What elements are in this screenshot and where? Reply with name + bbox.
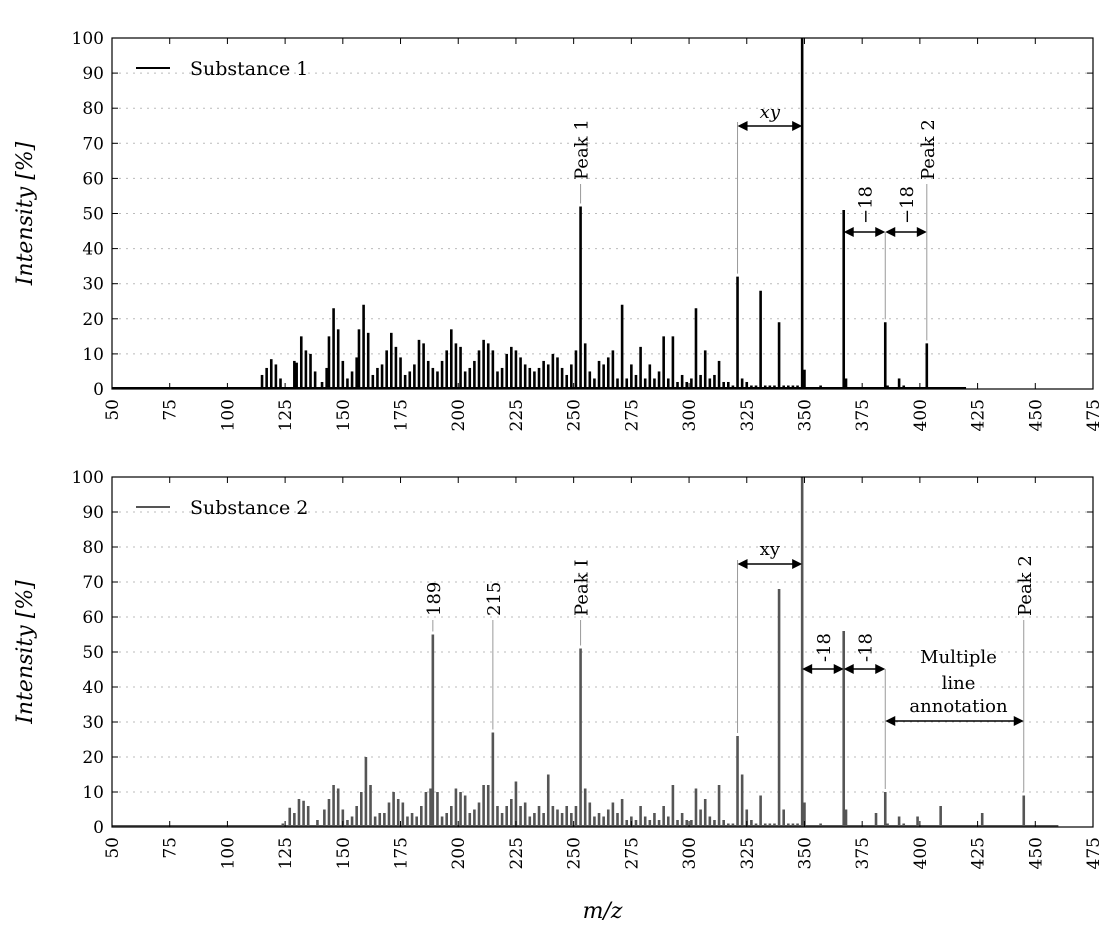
bottom-ticks: 0 10 20 30 40 50 60 70 80 90 100 50 75 100 125 150 175 20… xyxy=(72,468,1104,869)
bottom-x-tick-label: 475 xyxy=(1084,837,1104,869)
bottom-x-tick-label: 350 xyxy=(795,837,815,869)
top-x-tick-label: 150 xyxy=(334,399,354,431)
bottom-x-tick-label: 450 xyxy=(1026,837,1046,869)
top-x-tick-label: 200 xyxy=(449,399,469,431)
bottom-y-tick-label: 10 xyxy=(82,783,104,803)
peak-189-label: 189 xyxy=(424,582,445,616)
minus18-label: −18 xyxy=(855,186,876,224)
minus18-arrow xyxy=(843,664,886,674)
bottom-legend: Substance 2 xyxy=(136,497,308,519)
bottom-x-tick-label: 325 xyxy=(738,837,758,869)
top-legend-label: Substance 1 xyxy=(190,58,308,80)
bottom-x-tick-label: 75 xyxy=(161,837,181,859)
bottom-x-tick-label: 300 xyxy=(680,837,700,869)
multiline-annotation-line: annotation xyxy=(909,696,1008,717)
top-x-tick-label: 50 xyxy=(103,399,123,421)
minus18-label: -18 xyxy=(814,633,835,662)
bottom-x-tick-label: 375 xyxy=(853,837,873,869)
bottom-x-tick-label: 125 xyxy=(276,837,296,869)
bottom-x-tick-label: 400 xyxy=(911,837,931,869)
top-y-tick-label: 0 xyxy=(93,380,104,400)
minus18-label: -18 xyxy=(855,633,876,662)
bottom-annotations: 189 215 Peak I Peak 2 xy -18 -18 Multiple linean… xyxy=(424,539,1036,793)
top-x-tick-label: 325 xyxy=(738,399,758,431)
bottom-grid xyxy=(112,476,1093,793)
bottom-x-tick-label: 150 xyxy=(334,837,354,869)
bottom-y-axis-label: Intensity [%] xyxy=(13,580,38,725)
bottom-y-tick-label: 0 xyxy=(93,818,104,838)
xy-arrow xyxy=(737,121,803,131)
top-x-tick-label: 400 xyxy=(911,399,931,431)
peak-215-label: 215 xyxy=(484,582,505,616)
top-grid xyxy=(112,37,1093,355)
bottom-x-tick-label: 100 xyxy=(218,837,238,869)
top-x-tick-label: 475 xyxy=(1084,399,1104,431)
bottom-y-tick-label: 40 xyxy=(82,678,104,698)
bottom-x-tick-label: 200 xyxy=(449,837,469,869)
bottom-y-tick-label: 60 xyxy=(82,608,104,628)
top-y-tick-label: 20 xyxy=(82,310,104,330)
bottom-x-tick-label: 425 xyxy=(969,837,989,869)
bottom-x-tick-label: 275 xyxy=(622,837,642,869)
top-x-tick-label: 250 xyxy=(565,399,585,431)
bottom-bars xyxy=(112,477,1059,827)
minus18-arrow xyxy=(802,664,844,674)
bottom-y-tick-label: 70 xyxy=(82,573,104,593)
top-y-tick-label: 30 xyxy=(82,275,104,295)
bottom-x-tick-label: 50 xyxy=(103,837,123,859)
peak-i-label: Peak I xyxy=(572,560,593,616)
top-x-tick-label: 450 xyxy=(1026,399,1046,431)
bottom-y-tick-label: 100 xyxy=(72,468,104,488)
minus18-arrow xyxy=(885,227,927,237)
top-y-tick-label: 80 xyxy=(82,99,104,119)
multiline-annotation-line: Multiple xyxy=(920,647,997,668)
minus18-arrow xyxy=(843,227,886,237)
top-y-tick-label: 40 xyxy=(82,240,104,260)
top-y-tick-label: 60 xyxy=(82,169,104,189)
top-y-tick-label: 10 xyxy=(82,345,104,365)
top-x-tick-label: 125 xyxy=(276,399,296,431)
multiline-annotation-line: line xyxy=(942,673,976,694)
top-x-tick-label: 275 xyxy=(622,399,642,431)
top-x-tick-label: 300 xyxy=(680,399,700,431)
top-ticks: 0 10 20 30 40 50 60 70 80 90 100 50 75 100 125 150 175 20… xyxy=(72,29,1104,431)
bottom-x-axis-label: m/z xyxy=(583,899,623,924)
top-x-tick-label: 100 xyxy=(218,399,238,431)
top-x-tick-label: 175 xyxy=(392,399,412,431)
top-y-tick-label: 50 xyxy=(82,205,104,225)
peak2-label: Peak 2 xyxy=(918,119,939,180)
bottom-x-tick-label: 250 xyxy=(565,837,585,869)
top-y-axis-label: Intensity [%] xyxy=(13,141,38,286)
xy-label: xy xyxy=(760,539,781,560)
bottom-x-tick-label: 175 xyxy=(392,837,412,869)
peak1-label: Peak 1 xyxy=(572,119,593,180)
top-y-tick-label: 70 xyxy=(82,134,104,154)
bottom-panel: 189 215 Peak I Peak 2 xy -18 -18 Multiple linean… xyxy=(13,468,1104,924)
top-y-tick-label: 100 xyxy=(72,29,104,49)
top-x-tick-label: 425 xyxy=(969,399,989,431)
multiline-arrow xyxy=(885,716,1024,726)
top-x-tick-label: 375 xyxy=(853,399,873,431)
bottom-y-tick-label: 90 xyxy=(82,503,104,523)
bottom-legend-label: Substance 2 xyxy=(190,497,308,519)
minus18-label: −18 xyxy=(897,186,918,224)
xy-label: xy xyxy=(760,102,781,123)
bottom-y-tick-label: 20 xyxy=(82,748,104,768)
top-x-tick-label: 225 xyxy=(507,399,527,431)
bottom-x-tick-label: 225 xyxy=(507,837,527,869)
top-legend: Substance 1 xyxy=(136,58,308,80)
bottom-y-tick-label: 30 xyxy=(82,713,104,733)
top-x-tick-label: 75 xyxy=(161,399,181,421)
peak2-label: Peak 2 xyxy=(1015,555,1036,616)
top-y-tick-label: 90 xyxy=(82,64,104,84)
bottom-y-tick-label: 50 xyxy=(82,643,104,663)
top-x-tick-label: 350 xyxy=(795,399,815,431)
top-bars xyxy=(112,38,967,389)
xy-arrow xyxy=(737,559,803,569)
bottom-y-tick-label: 80 xyxy=(82,538,104,558)
